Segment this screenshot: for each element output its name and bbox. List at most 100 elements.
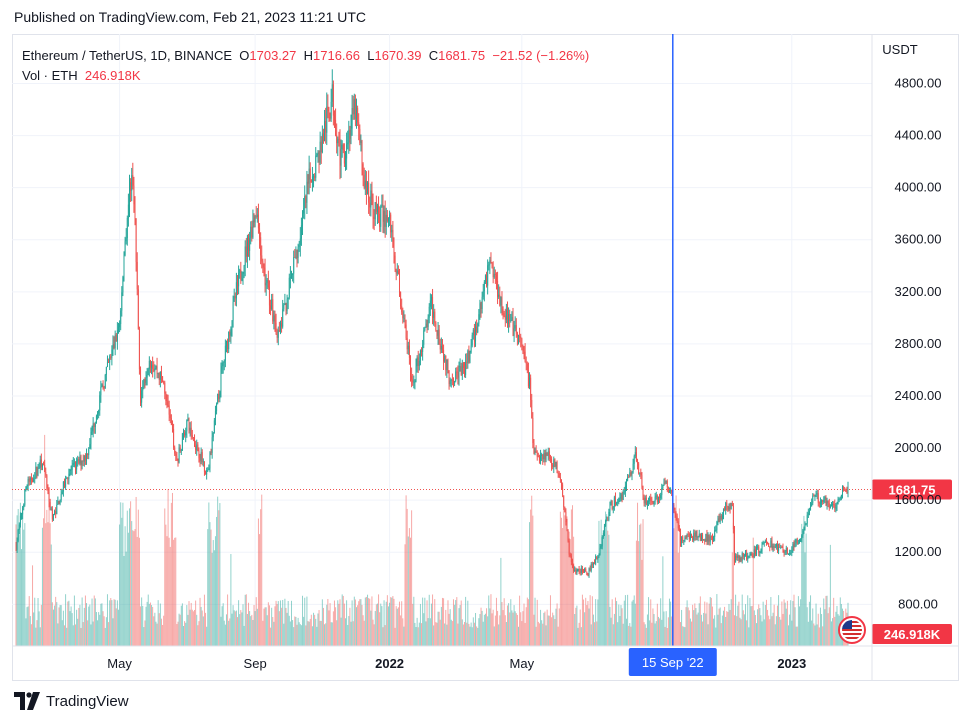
candle-body bbox=[533, 443, 535, 454]
volume-bar bbox=[270, 627, 272, 646]
volume-bar bbox=[257, 518, 259, 646]
volume-bar bbox=[142, 605, 144, 646]
candle-body bbox=[835, 507, 837, 509]
us-flag-icon[interactable] bbox=[838, 616, 866, 644]
candle-body bbox=[695, 531, 697, 537]
volume-bar bbox=[265, 607, 267, 646]
candle-body bbox=[773, 546, 775, 548]
candle-body bbox=[540, 456, 542, 461]
volume-bar bbox=[515, 613, 517, 646]
candle-body bbox=[167, 401, 169, 406]
candle-body bbox=[50, 508, 52, 510]
volume-bar bbox=[307, 621, 309, 646]
candle-body bbox=[315, 155, 317, 178]
volume-bar bbox=[339, 599, 341, 646]
volume-bar bbox=[606, 514, 608, 646]
volume-bar bbox=[689, 618, 691, 646]
volume-bar bbox=[575, 607, 577, 646]
candle-body bbox=[587, 574, 589, 576]
volume-bar bbox=[729, 609, 731, 646]
volume-bar bbox=[610, 617, 612, 646]
candle-body bbox=[403, 318, 405, 319]
candle-body bbox=[72, 462, 74, 465]
candle-body bbox=[260, 237, 262, 256]
candle-body bbox=[572, 562, 574, 565]
volume-bar bbox=[725, 616, 727, 646]
x-tick-label: Sep bbox=[244, 656, 267, 671]
volume-bar bbox=[403, 626, 405, 646]
volume-bar bbox=[390, 597, 392, 646]
candle-body bbox=[418, 360, 420, 366]
volume-bar bbox=[613, 613, 615, 646]
volume-bar bbox=[191, 609, 193, 646]
volume-bar bbox=[238, 600, 240, 646]
candle-body bbox=[605, 520, 607, 527]
candle-body bbox=[656, 495, 658, 502]
footer-brand[interactable]: TradingView bbox=[14, 692, 129, 710]
candle-body bbox=[686, 533, 688, 538]
candle-body bbox=[756, 547, 758, 555]
candle-body bbox=[75, 462, 77, 470]
candle-body bbox=[310, 179, 312, 183]
volume-bar bbox=[294, 616, 296, 646]
volume-bar bbox=[54, 605, 56, 646]
volume-bar bbox=[434, 599, 436, 646]
volume-bar bbox=[162, 624, 164, 646]
volume-bar bbox=[275, 600, 277, 646]
volume-bar bbox=[102, 611, 104, 646]
candle-body bbox=[426, 323, 428, 327]
candle-body bbox=[98, 410, 100, 414]
candle-body bbox=[416, 357, 418, 367]
candle-body bbox=[276, 333, 278, 338]
volume-bar bbox=[155, 621, 157, 646]
volume-bar bbox=[684, 627, 686, 646]
volume-bar bbox=[743, 614, 745, 646]
volume-bar bbox=[804, 552, 806, 646]
candle-body bbox=[790, 552, 792, 554]
candle-body bbox=[86, 453, 88, 461]
crosshair-date-label: 15 Sep '22 bbox=[642, 655, 704, 670]
candle-body bbox=[626, 480, 628, 486]
volume-bar bbox=[626, 618, 628, 646]
volume-bar bbox=[77, 618, 79, 646]
candle-body bbox=[702, 534, 704, 540]
volume-bar bbox=[675, 495, 677, 646]
candle-body bbox=[375, 202, 377, 212]
volume-bar bbox=[220, 616, 222, 646]
candle-body bbox=[347, 142, 349, 145]
candle-body bbox=[681, 536, 683, 544]
volume-bar bbox=[488, 595, 490, 646]
volume-bar bbox=[263, 608, 265, 646]
volume-bar bbox=[60, 605, 62, 646]
volume-bar bbox=[206, 626, 208, 646]
volume-bar bbox=[432, 594, 434, 646]
y-tick-label: 4000.00 bbox=[895, 180, 942, 195]
volume-bar bbox=[251, 614, 253, 646]
candle-body bbox=[47, 488, 49, 493]
candle-body bbox=[141, 390, 143, 403]
volume-bar bbox=[49, 523, 51, 646]
candle-body bbox=[401, 306, 403, 313]
candle-body bbox=[691, 533, 693, 538]
candle-body bbox=[551, 458, 553, 465]
volume-bar bbox=[321, 599, 323, 646]
volume-bar bbox=[641, 559, 643, 646]
candle-body bbox=[129, 182, 131, 205]
volume-bar bbox=[298, 622, 300, 646]
volume-bar bbox=[836, 605, 838, 646]
candle-body bbox=[412, 379, 414, 383]
candle-body bbox=[562, 484, 564, 496]
volume-bar bbox=[41, 527, 43, 646]
volume-bar bbox=[815, 603, 817, 646]
candle-body bbox=[316, 154, 318, 156]
volume-bar bbox=[356, 607, 358, 646]
symbol-label: Ethereum / TetherUS, 1D, BINANCE bbox=[22, 48, 233, 63]
candle-body bbox=[685, 537, 687, 539]
candle-body bbox=[433, 311, 435, 318]
candle-body bbox=[630, 472, 632, 475]
candle-body bbox=[535, 451, 537, 453]
volume-bar bbox=[341, 594, 343, 646]
candle-body bbox=[497, 280, 499, 297]
volume-bar bbox=[211, 552, 213, 646]
